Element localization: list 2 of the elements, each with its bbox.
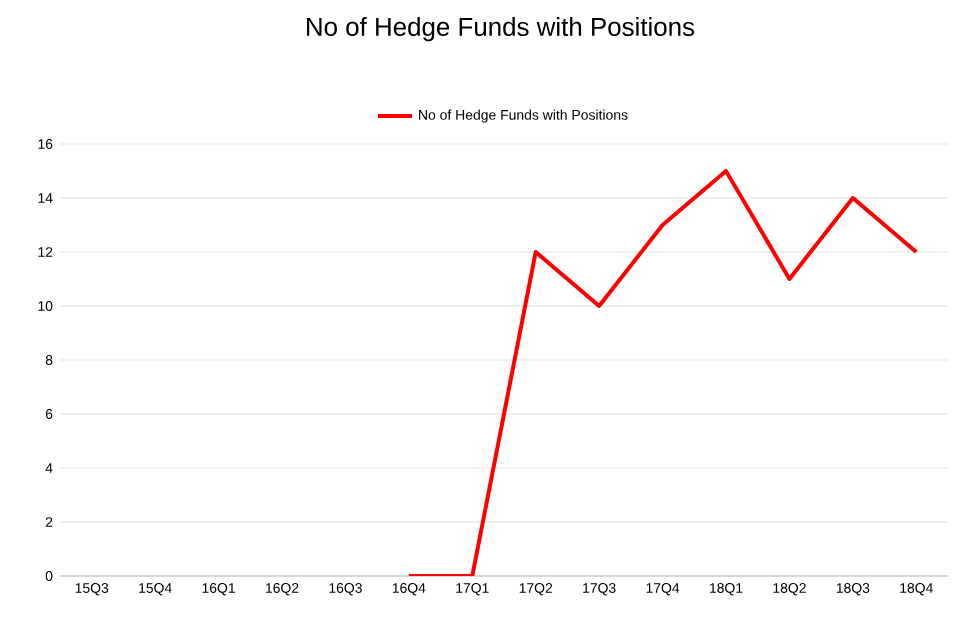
line-series: [406, 168, 919, 576]
chart-title: No of Hedge Funds with Positions: [307, 17, 695, 42]
